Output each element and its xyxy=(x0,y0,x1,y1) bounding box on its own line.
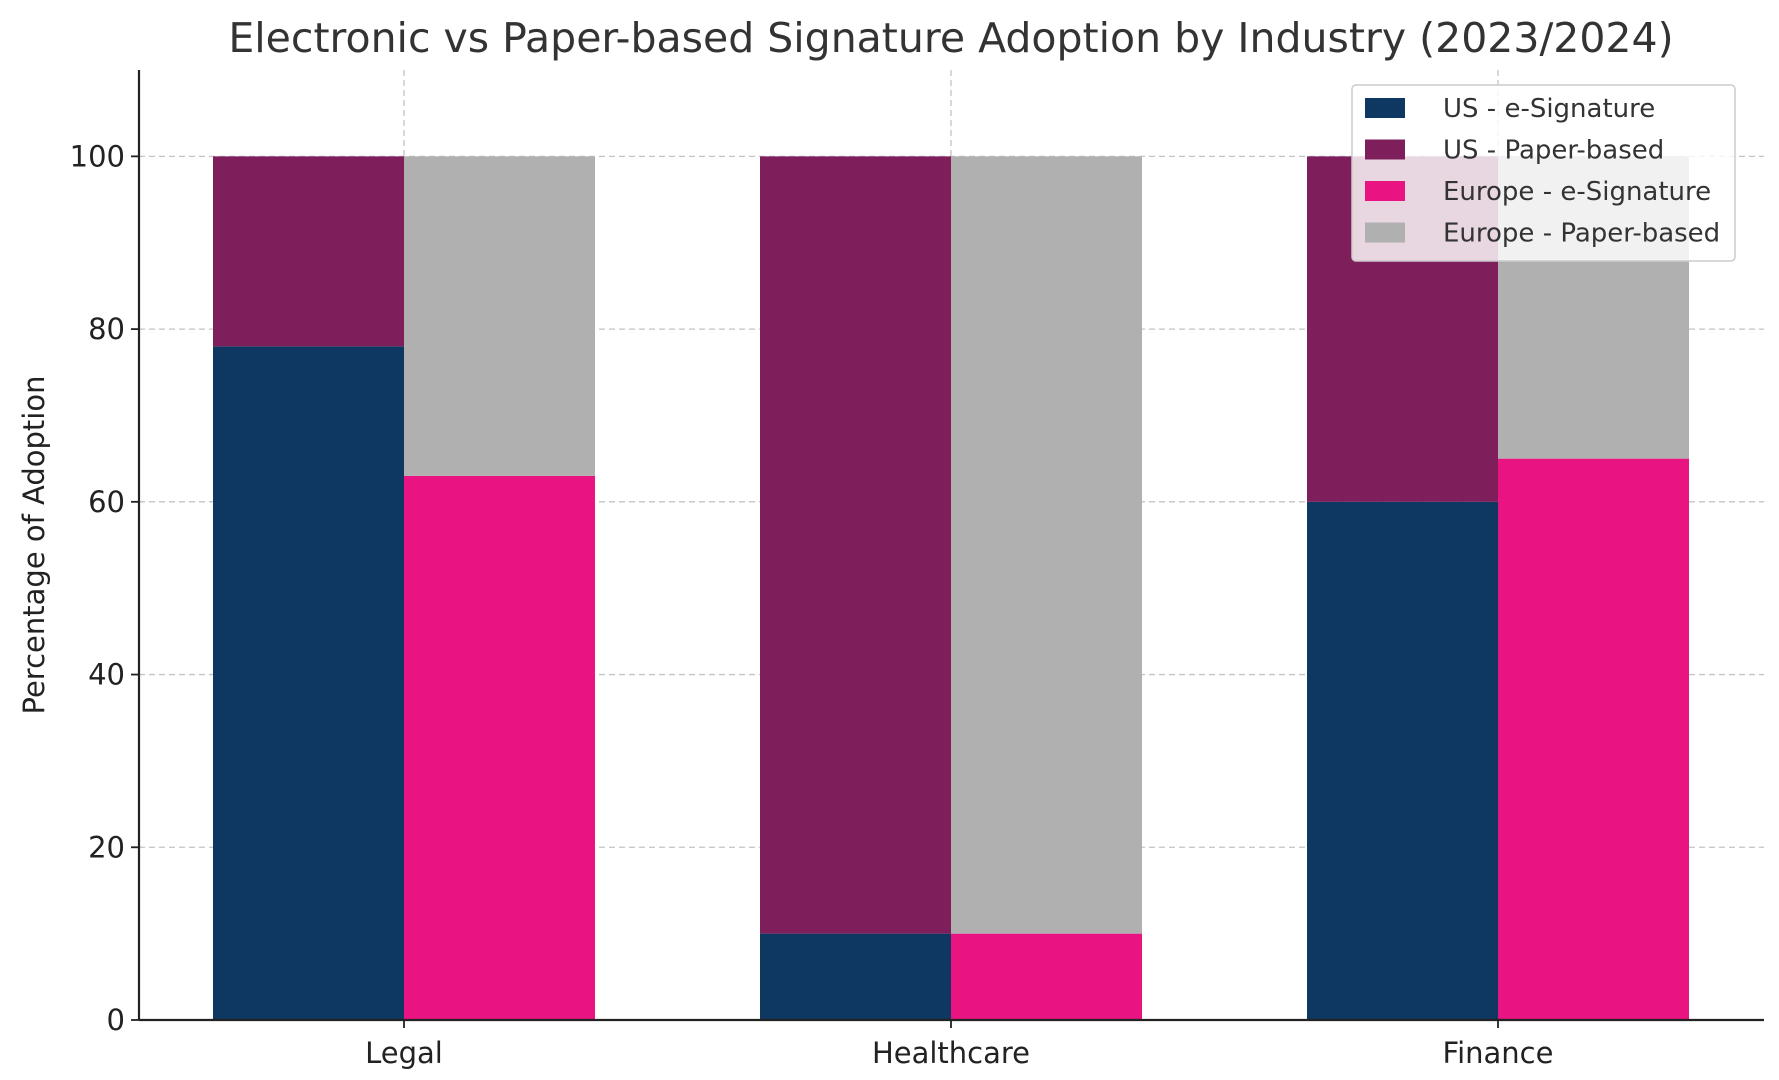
legend-box xyxy=(1351,84,1736,262)
legend-swatch-us-e-signature xyxy=(1365,98,1405,118)
y-tick-label-60: 60 xyxy=(88,485,125,519)
x-tick-label-healthcare: Healthcare xyxy=(872,1036,1030,1070)
legend-label-us-e-signature: US - e-Signature xyxy=(1443,94,1655,124)
bar-healthcare-us-e-signature xyxy=(760,933,951,1020)
x-tick-label-finance: Finance xyxy=(1443,1036,1554,1070)
bar-healthcare-europe-paper-based xyxy=(951,156,1142,934)
y-tick-label-100: 100 xyxy=(70,139,125,173)
bar-legal-europe-paper-based xyxy=(404,156,595,476)
legend-swatch-us-paper-based xyxy=(1365,139,1405,160)
bar-legal-us-e-signature xyxy=(213,346,404,1020)
legend-swatch-europe-paper-based xyxy=(1365,222,1405,243)
chart-title: Electronic vs Paper-based Signature Adop… xyxy=(228,14,1673,62)
legend: US - e-Signature US - Paper-based Europe -… xyxy=(1351,84,1736,262)
y-tick-label-80: 80 xyxy=(88,312,125,346)
legend-label-europe-paper-based: Europe - Paper-based xyxy=(1443,219,1720,249)
bar-finance-europe-e-signature xyxy=(1498,458,1689,1020)
y-axis-label: Percentage of Adoption xyxy=(17,376,51,715)
legend-label-us-paper-based: US - Paper-based xyxy=(1443,136,1664,166)
legend-label-europe-e-signature: Europe - e-Signature xyxy=(1443,177,1711,207)
y-ticks: 0 20 40 60 80 100 xyxy=(70,139,139,1037)
bar-healthcare-europe-e-signature xyxy=(951,933,1142,1020)
bars-layer xyxy=(213,156,1689,1021)
y-tick-label-40: 40 xyxy=(88,658,125,692)
bar-healthcare-us-paper-based xyxy=(760,156,951,934)
bar-finance-us-e-signature xyxy=(1307,501,1498,1020)
x-ticks: Legal Healthcare Finance xyxy=(365,1020,1553,1070)
y-tick-label-0: 0 xyxy=(107,1003,125,1037)
bar-legal-us-paper-based xyxy=(213,156,404,347)
y-tick-label-20: 20 xyxy=(88,830,125,864)
bar-legal-europe-e-signature xyxy=(404,475,595,1021)
legend-swatch-europe-e-signature xyxy=(1365,181,1405,201)
x-tick-label-legal: Legal xyxy=(365,1036,443,1070)
